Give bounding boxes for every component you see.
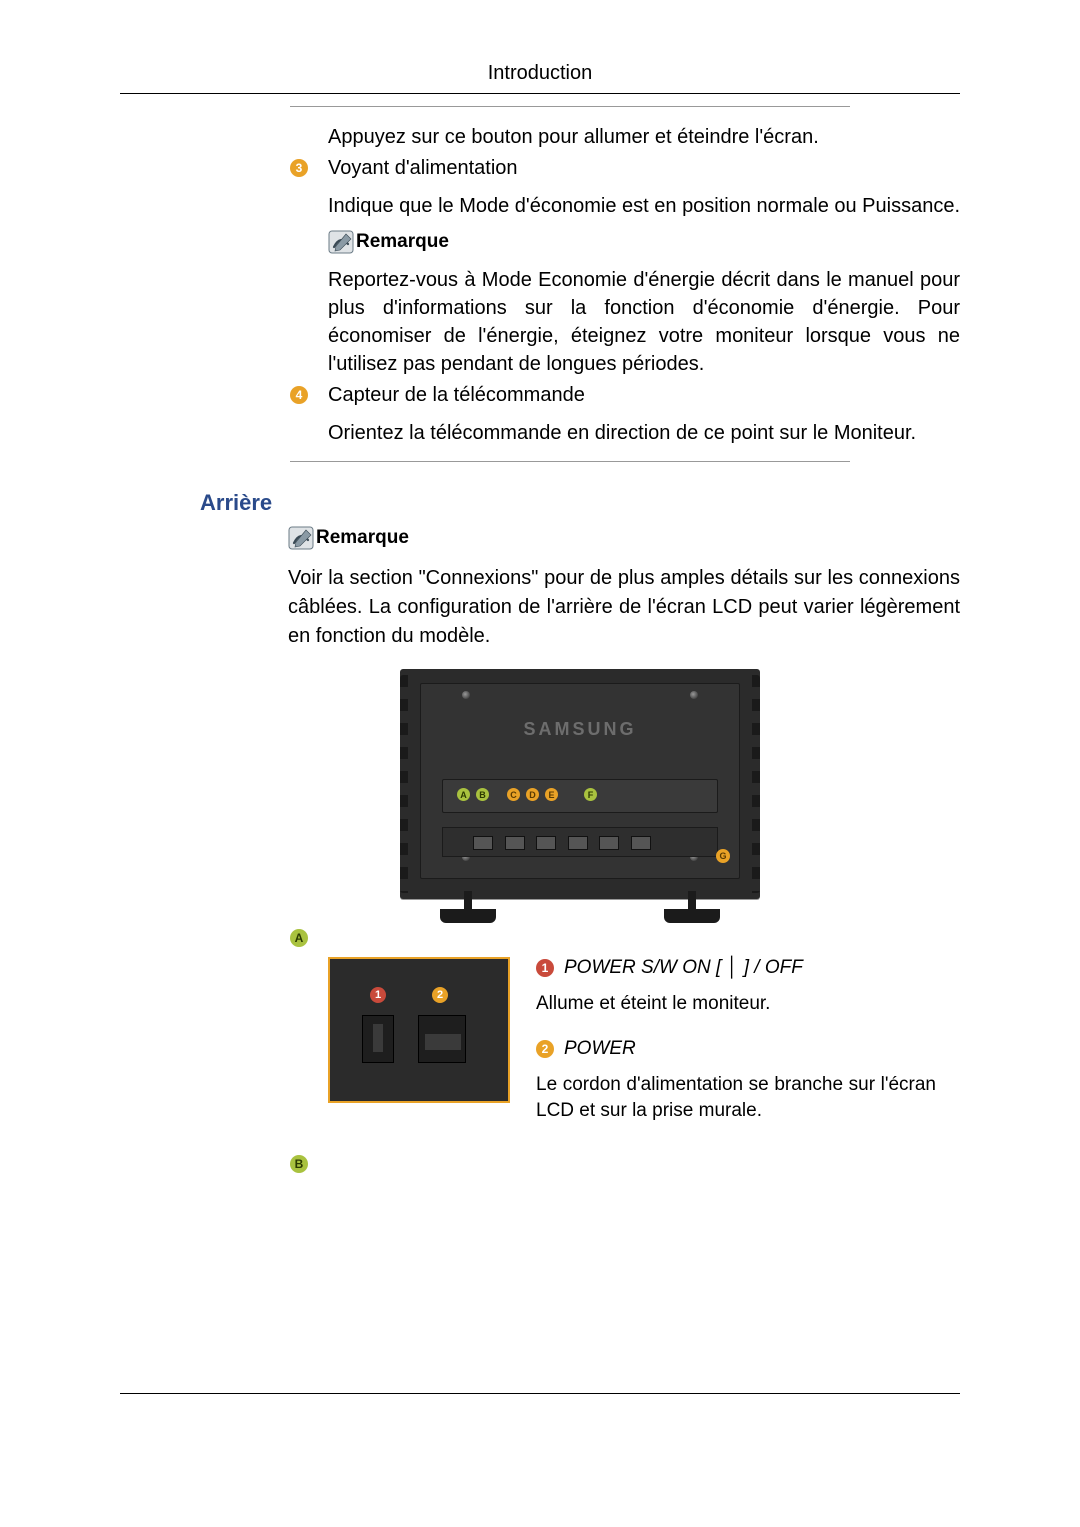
- panel-marks: A B C D E F: [457, 788, 597, 801]
- port-icon: [505, 836, 525, 850]
- note-icon: [288, 526, 314, 550]
- rear-title: Arrière: [200, 490, 272, 516]
- mark-g-icon: G: [716, 849, 730, 863]
- page-title: Introduction: [120, 62, 960, 85]
- monitor-rear-frame: SAMSUNG A B C D E F: [400, 669, 760, 899]
- page: Introduction Appuyez sur ce bouton pour …: [0, 0, 1080, 1394]
- remarque-2-label: Remarque: [316, 527, 409, 549]
- monitor-legs: [400, 893, 760, 933]
- mark-f-icon: F: [584, 788, 597, 801]
- leg-icon: [664, 893, 720, 933]
- p1-heading: 1 POWER S/W ON [ │ ] / OFF: [536, 957, 936, 979]
- item-3-note: Reportez-vous à Mode Economie d'énergie …: [328, 266, 960, 378]
- p1-body: Allume et éteint le moniteur.: [536, 991, 936, 1018]
- connector-panel-upper: A B C D E F: [442, 779, 718, 813]
- port-icon: [473, 836, 493, 850]
- rear-section-head: Arrière: [200, 486, 960, 516]
- screw-icon: [462, 691, 470, 699]
- content-area: Appuyez sur ce bouton pour allumer et ét…: [120, 106, 960, 1173]
- item-3-label: Voyant d'alimentation: [328, 157, 518, 180]
- top-divider: [290, 106, 850, 107]
- power-port-icon: [418, 1015, 466, 1063]
- item-4-label: Capteur de la télécommande: [328, 384, 585, 407]
- mark-d-icon: D: [526, 788, 539, 801]
- leg-icon: [440, 893, 496, 933]
- remarque-2: Remarque: [288, 526, 960, 550]
- item-4-description: Orientez la télécommande en direction de…: [328, 419, 960, 447]
- p2-title: POWER: [564, 1038, 636, 1060]
- mark-c-icon: C: [507, 788, 520, 801]
- screw-icon: [690, 691, 698, 699]
- section-a-text: 1 POWER S/W ON [ │ ] / OFF Allume et éte…: [536, 957, 936, 1145]
- bullet-b-icon: B: [290, 1155, 308, 1173]
- p2-body: Le cordon d'alimentation se branche sur …: [536, 1072, 936, 1125]
- remarque-1-label: Remarque: [356, 231, 449, 253]
- note-icon: [328, 230, 354, 254]
- rear-image: SAMSUNG A B C D E F: [400, 669, 760, 899]
- header-divider: [120, 93, 960, 94]
- mark-e-icon: E: [545, 788, 558, 801]
- bullet-3-icon: 3: [290, 159, 308, 177]
- power-panel-image: 1 2: [328, 957, 510, 1103]
- callout-2-icon: 2: [432, 987, 448, 1003]
- bullet-a-icon: A: [290, 929, 308, 947]
- item-3-row: 3 Voyant d'alimentation: [290, 157, 960, 180]
- brand-label: SAMSUNG: [400, 719, 760, 740]
- port-icon: [631, 836, 651, 850]
- bullet-4-icon: 4: [290, 386, 308, 404]
- rear-description: Voir la section "Connexions" pour de plu…: [288, 564, 960, 651]
- item-4-row: 4 Capteur de la télécommande: [290, 384, 960, 407]
- bullet-2-icon: 2: [536, 1040, 554, 1058]
- port-icon: [536, 836, 556, 850]
- connector-panel-lower: [442, 827, 718, 857]
- callout-1-icon: 1: [370, 987, 386, 1003]
- port-icon: [568, 836, 588, 850]
- item-3-description: Indique que le Mode d'économie est en po…: [328, 192, 960, 220]
- power-switch-icon: [362, 1015, 394, 1063]
- port-icon: [599, 836, 619, 850]
- remarque-1: Remarque: [328, 230, 960, 254]
- p2-heading: 2 POWER: [536, 1038, 936, 1060]
- mid-divider: [290, 461, 850, 462]
- footer-divider: [120, 1393, 960, 1394]
- section-b-header: B: [290, 1155, 960, 1173]
- mark-b-icon: B: [476, 788, 489, 801]
- section-a-detail: 1 2 1 POWER S/W ON [ │ ] / OFF Allume et…: [328, 957, 960, 1145]
- press-description: Appuyez sur ce bouton pour allumer et ét…: [328, 123, 960, 151]
- p1-title: POWER S/W ON [ │ ] / OFF: [564, 957, 803, 979]
- bullet-1-icon: 1: [536, 959, 554, 977]
- mark-a-icon: A: [457, 788, 470, 801]
